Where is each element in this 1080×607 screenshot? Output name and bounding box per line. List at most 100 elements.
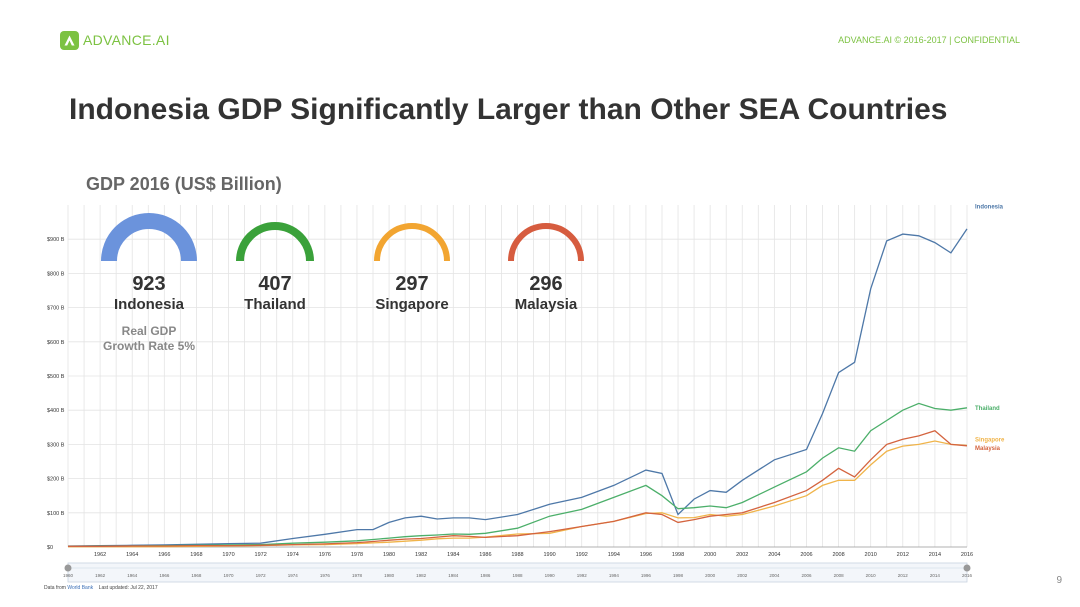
x-tick-label: 2012: [897, 552, 909, 558]
logo-text: ADVANCE.AI: [83, 32, 170, 48]
slider-tick-label: 1978: [352, 573, 363, 578]
logo-icon: [60, 30, 79, 50]
series-label-thailand: Thailand: [975, 406, 1000, 412]
x-tick-label: 1986: [479, 552, 491, 558]
slider-tick-label: 1974: [288, 573, 299, 578]
slide-title: Indonesia GDP Significantly Larger than …: [69, 93, 948, 126]
slider-handle-left: [64, 564, 72, 572]
source-prefix: Data from: [44, 585, 66, 591]
summary-country: Malaysia: [514, 296, 578, 313]
slider-tick-label: 2002: [737, 573, 748, 578]
series-label-singapore: Singapore: [975, 437, 1005, 443]
slider-tick-label: 1968: [191, 573, 202, 578]
x-tick-label: 1988: [511, 552, 523, 558]
x-tick-label: 2006: [800, 552, 812, 558]
summary-card-indonesia: 923 Indonesia Real GDP Growth Rate 5%: [89, 213, 209, 354]
slider-tick-label: 1982: [416, 573, 427, 578]
x-tick-label: 2002: [736, 552, 748, 558]
x-tick-label: 1974: [287, 552, 299, 558]
summary-card-thailand: 407 Thailand: [215, 213, 335, 315]
summary-country: Singapore: [375, 296, 449, 313]
slider-tick-label: 2012: [898, 573, 909, 578]
x-tick-label: 2014: [929, 552, 941, 558]
source-link[interactable]: World Bank: [67, 585, 94, 591]
slider-tick-label: 1966: [159, 573, 170, 578]
slider-tick-label: 1998: [673, 573, 684, 578]
summary-card-singapore: 297 Singapore: [352, 213, 472, 315]
x-tick-label: 1976: [319, 552, 331, 558]
series-line-indonesia: [67, 228, 968, 547]
slider-tick-label: 1972: [256, 573, 267, 578]
x-tick-label: 1978: [351, 552, 363, 558]
x-tick-label: 1966: [158, 552, 170, 558]
series-line-thailand: [67, 402, 968, 547]
slider-tick-label: 1996: [641, 573, 652, 578]
slider-handle-right: [963, 564, 971, 572]
y-tick-label: $500 B: [47, 374, 65, 380]
summary-value: 923: [132, 273, 166, 295]
slider-tick-label: 1960: [63, 573, 74, 578]
x-tick-label: 1984: [447, 552, 459, 558]
gauge-icon: [101, 213, 197, 262]
slider-tick-label: 1994: [609, 573, 620, 578]
brand-logo: ADVANCE.AI: [60, 29, 170, 51]
slider-tick-label: 2014: [930, 573, 941, 578]
slider-tick-label: 1992: [577, 573, 588, 578]
summary-country: Indonesia: [113, 296, 184, 313]
slider-tick-label: 1984: [448, 573, 459, 578]
x-tick-label: 2008: [832, 552, 844, 558]
y-tick-label: $200 B: [47, 477, 65, 483]
y-tick-label: $900 B: [47, 237, 65, 243]
last-updated: Last updated: Jul 22, 2017: [98, 585, 158, 591]
x-tick-label: 1982: [415, 552, 427, 558]
y-tick-label: $100 B: [47, 511, 65, 517]
slider-tick-label: 2010: [866, 573, 877, 578]
x-tick-label: 1964: [126, 552, 138, 558]
x-tick-label: 1970: [222, 552, 234, 558]
slider-tick-label: 1980: [384, 573, 395, 578]
growth-rate-note: Real GDP Growth Rate 5%: [89, 324, 209, 354]
slider-tick-label: 2004: [769, 573, 780, 578]
y-tick-label: $700 B: [47, 306, 65, 312]
x-tick-label: 1980: [383, 552, 395, 558]
data-source-note: Data from World Bank Last updated: Jul 2…: [44, 585, 158, 591]
summary-value: 297: [395, 273, 429, 295]
y-tick-label: $0: [47, 545, 53, 551]
summary-card-malaysia: 296 Malaysia: [486, 213, 606, 315]
x-tick-label: 1968: [190, 552, 202, 558]
x-tick-label: 2016: [961, 552, 973, 558]
x-tick-label: 1972: [255, 552, 267, 558]
gauge-icon: [236, 222, 314, 262]
x-tick-label: 1990: [543, 552, 555, 558]
y-tick-label: $800 B: [47, 271, 65, 277]
page-number: 9: [1056, 575, 1062, 586]
x-tick-label: 2000: [704, 552, 716, 558]
slider-tick-label: 1986: [480, 573, 491, 578]
summary-value: 407: [258, 273, 292, 295]
chart-subtitle: GDP 2016 (US$ Billion): [86, 174, 282, 194]
series-label-indonesia: Indonesia: [975, 204, 1004, 210]
x-tick-label: 1996: [640, 552, 652, 558]
growth-note-line-2: Growth Rate 5%: [102, 339, 195, 353]
slider-tick-label: 1962: [95, 573, 106, 578]
slider-tick-label: 1964: [127, 573, 138, 578]
slider-tick-label: 2008: [834, 573, 845, 578]
slider-tick-label: 1976: [320, 573, 331, 578]
summary-value: 296: [529, 273, 563, 295]
slider-tick-label: 1990: [545, 573, 556, 578]
gauge-icon: [374, 223, 450, 262]
x-tick-label: 2004: [768, 552, 780, 558]
summary-country: Thailand: [244, 296, 306, 313]
gauge-icon: [508, 223, 584, 262]
series-label-malaysia: Malaysia: [975, 446, 1001, 452]
y-tick-label: $300 B: [47, 442, 65, 448]
y-tick-label: $600 B: [47, 340, 65, 346]
series-line-malaysia: [68, 429, 968, 547]
slider-tick-label: 2006: [801, 573, 812, 578]
x-tick-label: 1994: [608, 552, 620, 558]
x-tick-label: 2010: [865, 552, 877, 558]
x-tick-label: 1998: [672, 552, 684, 558]
x-tick-label: 1992: [576, 552, 588, 558]
x-tick-label: 1962: [94, 552, 106, 558]
